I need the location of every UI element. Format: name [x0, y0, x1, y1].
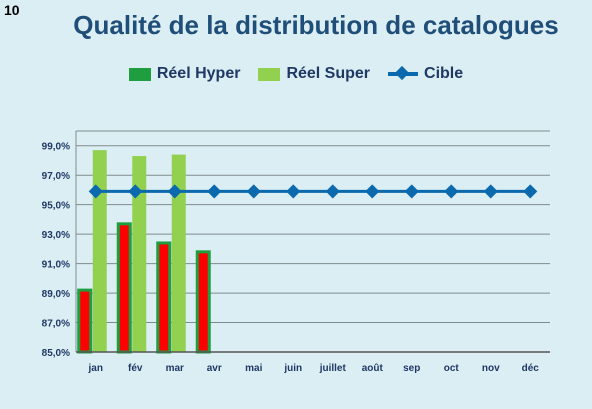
x-tick-label: mai	[245, 363, 262, 374]
x-tick-label: oct	[444, 363, 460, 374]
y-tick-label: 89,0%	[42, 289, 70, 300]
legend-swatch-hyper	[128, 67, 151, 81]
y-tick-label: 85,0%	[42, 348, 70, 359]
x-tick-label: jan	[88, 363, 103, 374]
slide-number: 10	[4, 2, 20, 18]
legend-label-hyper: Réel Hyper	[156, 65, 241, 82]
marker-cible	[246, 184, 261, 199]
chart-legend: Réel Hyper Réel Super Cible	[0, 65, 592, 83]
bar-reel-super	[92, 150, 107, 352]
marker-cible	[286, 184, 301, 199]
legend-label-super: Réel Super	[286, 65, 371, 82]
legend-swatch-super	[258, 67, 281, 81]
marker-cible	[128, 184, 143, 199]
bar-reel-super	[132, 156, 147, 352]
y-tick-label: 93,0%	[42, 230, 70, 241]
x-tick-label: août	[362, 363, 384, 374]
marker-cible	[207, 184, 222, 199]
chart-title: Qualité de la distribution de catalogues	[73, 10, 559, 40]
x-tick-label: avr	[207, 363, 222, 374]
bar-reel-super	[171, 154, 186, 352]
marker-cible	[365, 184, 380, 199]
x-tick-label: sep	[403, 363, 420, 374]
marker-cible	[167, 184, 182, 199]
bar-reel-hyper	[195, 250, 211, 354]
x-tick-label: nov	[482, 363, 500, 374]
marker-cible	[325, 184, 340, 199]
legend-label-cible: Cible	[424, 65, 464, 82]
legend-item-super: Réel Super	[258, 65, 370, 83]
y-tick-label: 99,0%	[42, 142, 70, 153]
bar-reel-hyper	[156, 241, 172, 354]
bar-reel-hyper	[77, 288, 93, 354]
legend-swatch-cible	[388, 66, 419, 82]
bar-reel-hyper	[116, 222, 132, 354]
x-tick-label: juillet	[319, 363, 347, 374]
marker-cible	[404, 184, 419, 199]
marker-cible	[523, 184, 538, 199]
legend-item-cible: Cible	[388, 65, 463, 83]
y-tick-label: 97,0%	[42, 171, 70, 182]
y-tick-label: 91,0%	[42, 260, 70, 271]
x-tick-label: mar	[166, 363, 184, 374]
y-tick-label: 87,0%	[42, 319, 70, 330]
x-tick-label: juin	[283, 363, 302, 374]
legend-item-hyper: Réel Hyper	[128, 65, 241, 83]
x-tick-label: déc	[522, 363, 540, 374]
marker-cible	[444, 184, 459, 199]
marker-cible	[483, 184, 498, 199]
x-tick-label: fév	[128, 363, 143, 374]
y-tick-label: 95,0%	[42, 201, 70, 212]
